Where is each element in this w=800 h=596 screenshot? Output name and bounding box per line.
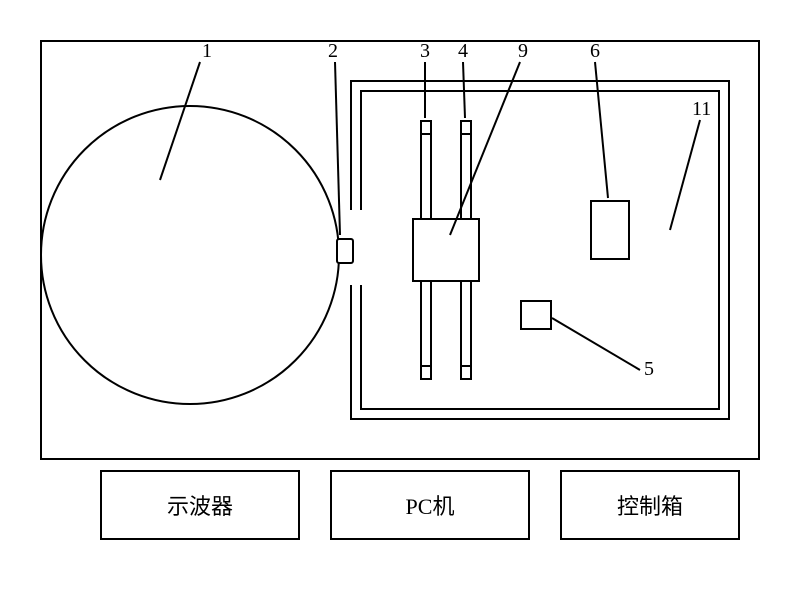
label-4: 4 (458, 40, 468, 63)
label-11: 11 (692, 98, 711, 121)
bottom-oscilloscope: 示波器 (100, 470, 300, 540)
label-2: 2 (328, 40, 338, 63)
bottom-pc-label: PC机 (406, 489, 455, 521)
bottom-pc: PC机 (330, 470, 530, 540)
label-1: 1 (202, 40, 212, 63)
bottom-control-box-label: 控制箱 (617, 489, 683, 521)
bottom-control-box: 控制箱 (560, 470, 740, 540)
label-6: 6 (590, 40, 600, 63)
diagram-canvas: 1 2 3 4 9 6 11 5 示波器 PC机 控制箱 (0, 0, 800, 596)
label-9: 9 (518, 40, 528, 63)
label-3: 3 (420, 40, 430, 63)
label-5: 5 (644, 358, 654, 381)
bottom-oscilloscope-label: 示波器 (167, 489, 233, 521)
